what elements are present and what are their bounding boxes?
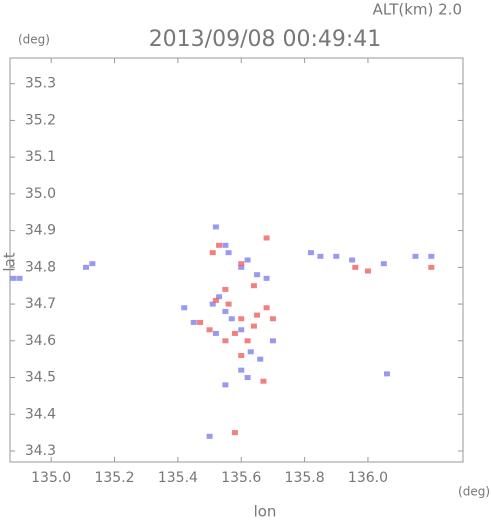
- echo-point: [225, 301, 232, 307]
- echo-point: [10, 275, 17, 281]
- echo-point: [222, 308, 229, 314]
- echo-point: [263, 235, 270, 241]
- echo-point: [269, 316, 276, 322]
- y-tick-label: 34.6: [25, 333, 56, 349]
- y-tick-label: 35.2: [25, 112, 56, 128]
- echo-point: [244, 338, 251, 344]
- echo-point: [222, 338, 229, 344]
- echo-point: [216, 294, 223, 300]
- echo-point: [238, 264, 245, 270]
- echo-point: [222, 242, 229, 248]
- y-tick-label: 34.4: [25, 406, 56, 422]
- echo-point: [238, 327, 245, 333]
- chart-title: 2013/09/08 00:49:41: [149, 27, 382, 52]
- x-tick-label: 136.0: [348, 470, 388, 486]
- echo-point: [254, 272, 261, 278]
- echo-point: [247, 349, 254, 355]
- y-tick-label: 34.9: [25, 223, 56, 239]
- echo-point: [257, 356, 264, 362]
- y-tick-label: 34.5: [25, 370, 56, 386]
- echo-point: [238, 316, 245, 322]
- y-tick-label: 34.7: [25, 296, 56, 312]
- echo-point: [269, 338, 276, 344]
- echo-point: [307, 250, 314, 256]
- echo-point: [228, 316, 235, 322]
- y-tick-label: 34.3: [25, 443, 56, 459]
- echo-point: [231, 330, 238, 336]
- echo-point: [244, 257, 251, 263]
- echo-point: [244, 375, 251, 381]
- echo-point: [428, 253, 435, 259]
- x-tick-label: 135.6: [221, 470, 261, 486]
- echo-point: [317, 253, 324, 259]
- echo-point: [254, 312, 261, 318]
- echo-point: [212, 224, 219, 230]
- echo-point: [190, 319, 197, 325]
- y-tick-label: 35.0: [25, 186, 56, 202]
- echo-point: [263, 275, 270, 281]
- echo-point: [231, 430, 238, 436]
- echo-point: [216, 242, 223, 248]
- x-tick-label: 135.4: [158, 470, 198, 486]
- echo-point: [16, 275, 23, 281]
- echo-point: [412, 253, 419, 259]
- echo-point: [89, 261, 96, 267]
- x-tick-label: 135.8: [285, 470, 325, 486]
- echo-point: [225, 250, 232, 256]
- echo-point: [197, 319, 204, 325]
- echo-point: [349, 257, 356, 263]
- echo-point: [181, 305, 188, 311]
- x-unit: (deg): [458, 485, 490, 499]
- y-tick-label: 35.3: [25, 76, 56, 92]
- echo-point: [260, 378, 267, 384]
- echo-point: [263, 305, 270, 311]
- echo-point: [209, 250, 216, 256]
- echo-point: [222, 382, 229, 388]
- echo-point: [364, 268, 371, 274]
- echo-point: [212, 330, 219, 336]
- y-tick-label: 35.1: [25, 149, 56, 165]
- x-tick-label: 135.2: [94, 470, 134, 486]
- y-tick-label: 34.8: [25, 259, 56, 275]
- altitude-label: ALT(km) 2.0: [373, 1, 462, 19]
- echo-point: [333, 253, 340, 259]
- plot-frame: [9, 57, 464, 463]
- x-tick-label: 135.0: [31, 470, 71, 486]
- echo-point: [250, 283, 257, 289]
- echo-point: [83, 264, 90, 270]
- echo-point: [380, 261, 387, 267]
- x-axis-label: lon: [254, 503, 277, 521]
- echo-point: [206, 327, 213, 333]
- echo-point: [222, 286, 229, 292]
- y-unit: (deg): [18, 33, 50, 47]
- echo-point: [209, 301, 216, 307]
- echo-point: [428, 264, 435, 270]
- echo-point: [206, 433, 213, 439]
- echo-point: [238, 367, 245, 373]
- echo-point: [238, 352, 245, 358]
- echo-point: [238, 261, 245, 267]
- echo-point: [383, 371, 390, 377]
- echo-point: [250, 323, 257, 329]
- echo-point: [212, 297, 219, 303]
- echo-point: [352, 264, 359, 270]
